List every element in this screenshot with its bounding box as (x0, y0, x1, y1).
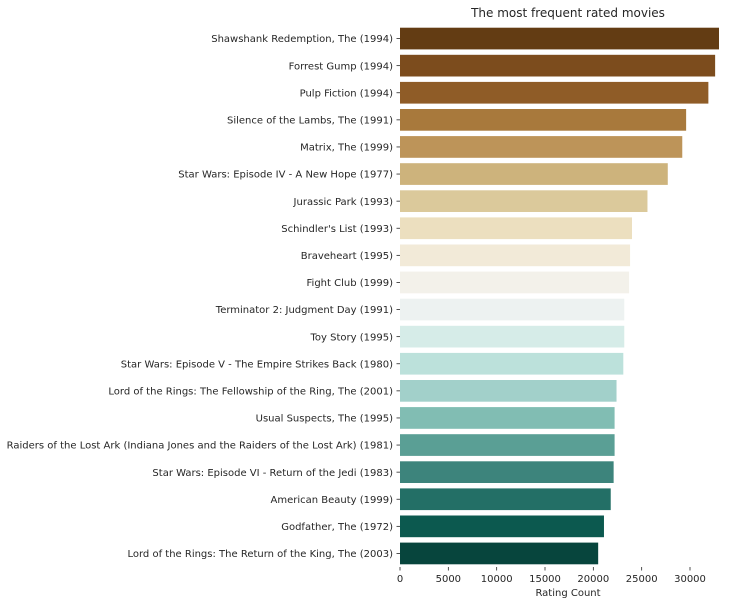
bar (400, 325, 625, 348)
x-tick-label: 20000 (577, 574, 609, 585)
x-tick-label: 5000 (436, 574, 461, 585)
bar (400, 163, 668, 185)
y-tick-label: Matrix, The (1999) (300, 143, 393, 154)
y-tick-label: Shawshank Redemption, The (1994) (211, 34, 393, 45)
y-tick-label: Lord of the Rings: The Return of the Kin… (127, 549, 393, 560)
bar (400, 407, 615, 429)
y-tick-label: Fight Club (1999) (307, 278, 394, 289)
bar (400, 27, 719, 50)
chart-title: The most frequent rated movies (470, 6, 665, 20)
x-tick-label: 30000 (674, 574, 706, 585)
x-tick-label: 0 (397, 574, 403, 585)
bars-group (400, 27, 719, 565)
bar (400, 54, 716, 77)
bar (400, 542, 599, 565)
y-tick-label: Silence of the Lambs, The (1991) (227, 115, 393, 126)
x-axis-label: Rating Count (535, 588, 600, 599)
y-tick-label: Star Wars: Episode VI - Return of the Je… (152, 468, 393, 479)
x-tick-label: 25000 (626, 574, 658, 585)
bar (400, 217, 632, 240)
bar (400, 298, 625, 321)
y-tick-label: Terminator 2: Judgment Day (1991) (215, 305, 393, 316)
bar (400, 244, 631, 267)
y-tick-label: Star Wars: Episode IV - A New Hope (1977… (178, 170, 393, 181)
bar (400, 136, 683, 158)
x-axis: 0 5000 10000 15000 20000 25000 30000 (397, 567, 706, 585)
y-tick-label: Lord of the Rings: The Fellowship of the… (108, 386, 393, 397)
y-tick-label: Star Wars: Episode V - The Empire Strike… (121, 359, 393, 370)
y-tick-label: Usual Suspects, The (1995) (256, 414, 393, 425)
y-tick-label: Pulp Fiction (1994) (300, 88, 393, 99)
bar (400, 81, 709, 104)
x-tick-label: 10000 (481, 574, 513, 585)
y-tick-label: Raiders of the Lost Ark (Indiana Jones a… (7, 441, 393, 452)
bar (400, 461, 614, 483)
bar (400, 488, 611, 511)
y-tick-label: American Beauty (1999) (270, 495, 393, 506)
y-tick-label: Godfather, The (1972) (281, 522, 393, 533)
bar (400, 352, 624, 375)
bar (400, 190, 648, 212)
bar (400, 434, 615, 456)
y-tick-label: Forrest Gump (1994) (289, 61, 394, 72)
x-tick-label: 15000 (529, 574, 561, 585)
bar (400, 271, 630, 294)
y-tick-labels: Shawshank Redemption, The (1994) Forrest … (7, 34, 400, 560)
y-tick-label: Toy Story (1995) (310, 332, 394, 343)
y-tick-label: Jurassic Park (1993) (293, 197, 394, 208)
bar (400, 380, 617, 402)
bar (400, 515, 604, 538)
y-tick-label: Braveheart (1995) (301, 251, 393, 262)
bar (400, 109, 687, 131)
y-tick-label: Schindler's List (1993) (281, 224, 393, 235)
